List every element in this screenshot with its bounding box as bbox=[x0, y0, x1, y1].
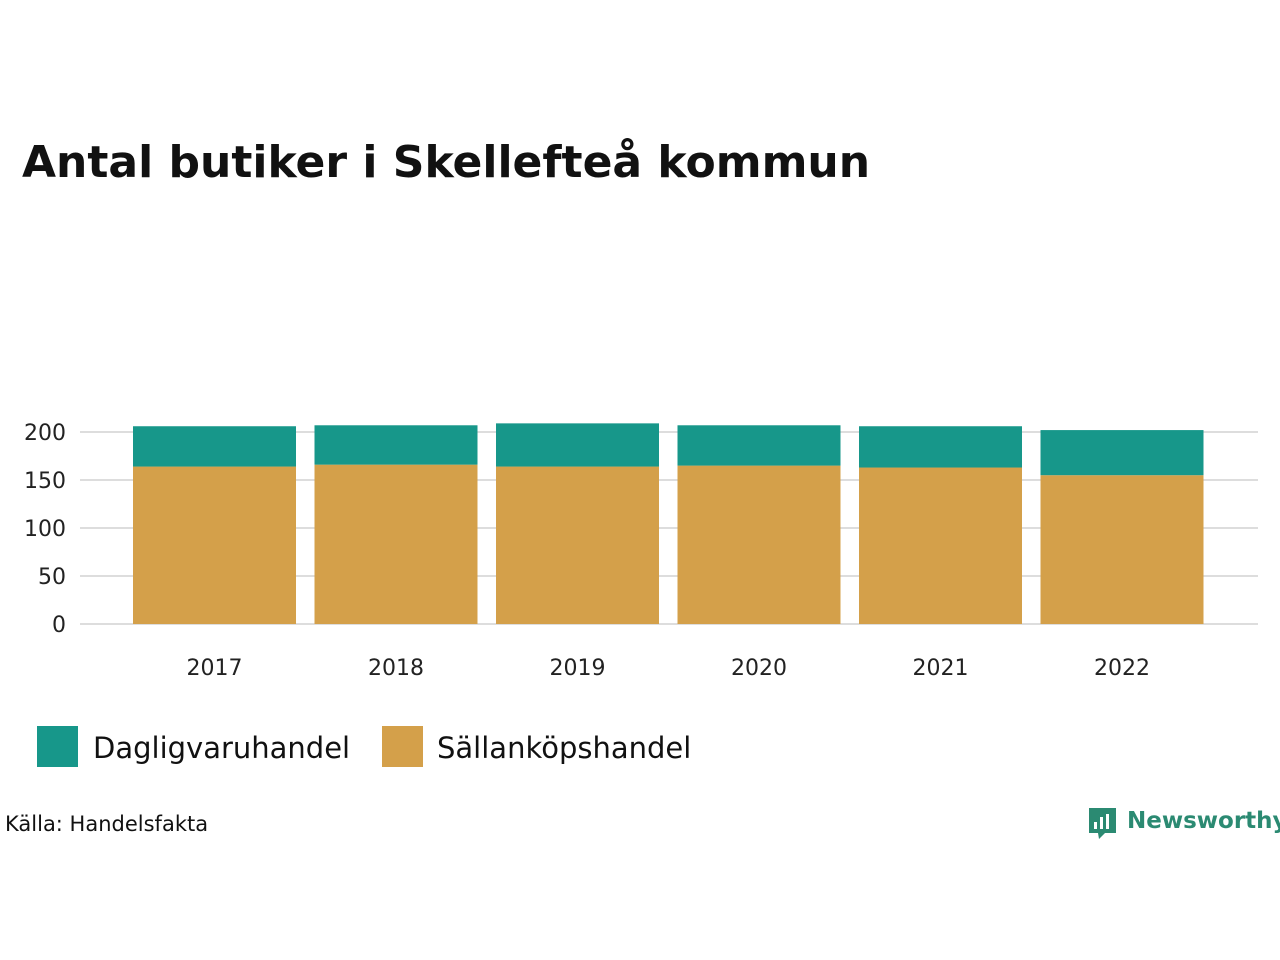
bar-sällanköpshandel-2022 bbox=[1040, 475, 1204, 624]
x-axis-ticks: 2017 2018 2019 2020 2021 2022 bbox=[187, 656, 1151, 681]
y-tick-label-150: 150 bbox=[24, 469, 66, 494]
y-axis-ticks: 0 50 100 150 200 bbox=[24, 421, 66, 638]
y-tick-label-200: 200 bbox=[24, 421, 66, 446]
bar-dagligvaruhandel-2020 bbox=[677, 425, 841, 466]
bar-dagligvaruhandel-2022 bbox=[1040, 430, 1204, 476]
bar-dagligvaruhandel-2021 bbox=[859, 426, 1022, 468]
y-tick-label-100: 100 bbox=[24, 517, 66, 542]
bar-dagligvaruhandel-2019 bbox=[496, 423, 659, 467]
bar-sällanköpshandel-2018 bbox=[314, 464, 478, 624]
bar-sällanköpshandel-2019 bbox=[496, 466, 659, 624]
bar-dagligvaruhandel-2018 bbox=[314, 425, 478, 465]
legend-label-dagligvaruhandel: Dagligvaruhandel bbox=[93, 731, 350, 765]
legend-label-sallankopshandel: Sällanköpshandel bbox=[437, 731, 691, 765]
brand-logo: Newsworthy bbox=[1089, 808, 1280, 839]
legend-swatch-sallankopshandel bbox=[382, 726, 423, 767]
bar-sällanköpshandel-2020 bbox=[677, 465, 841, 624]
x-tick-label-2020: 2020 bbox=[731, 656, 787, 681]
x-tick-label-2021: 2021 bbox=[913, 656, 969, 681]
x-tick-label-2017: 2017 bbox=[187, 656, 243, 681]
bar-sällanköpshandel-2021 bbox=[859, 467, 1022, 624]
bar-chart-logo-icon bbox=[1089, 808, 1116, 839]
source-note: Källa: Handelsfakta bbox=[5, 812, 208, 836]
x-tick-label-2019: 2019 bbox=[550, 656, 606, 681]
legend: Dagligvaruhandel Sällanköpshandel bbox=[37, 726, 691, 767]
brand-name: Newsworthy bbox=[1127, 808, 1280, 834]
bar-dagligvaruhandel-2017 bbox=[133, 426, 296, 467]
x-tick-label-2022: 2022 bbox=[1094, 656, 1150, 681]
y-tick-label-0: 0 bbox=[52, 613, 66, 638]
chart-title: Antal butiker i Skellefteå kommun bbox=[22, 137, 870, 188]
y-tick-label-50: 50 bbox=[38, 565, 66, 590]
x-tick-label-2018: 2018 bbox=[368, 656, 424, 681]
legend-swatch-dagligvaruhandel bbox=[37, 726, 78, 767]
bars bbox=[133, 423, 1204, 624]
bar-sällanköpshandel-2017 bbox=[133, 466, 296, 624]
